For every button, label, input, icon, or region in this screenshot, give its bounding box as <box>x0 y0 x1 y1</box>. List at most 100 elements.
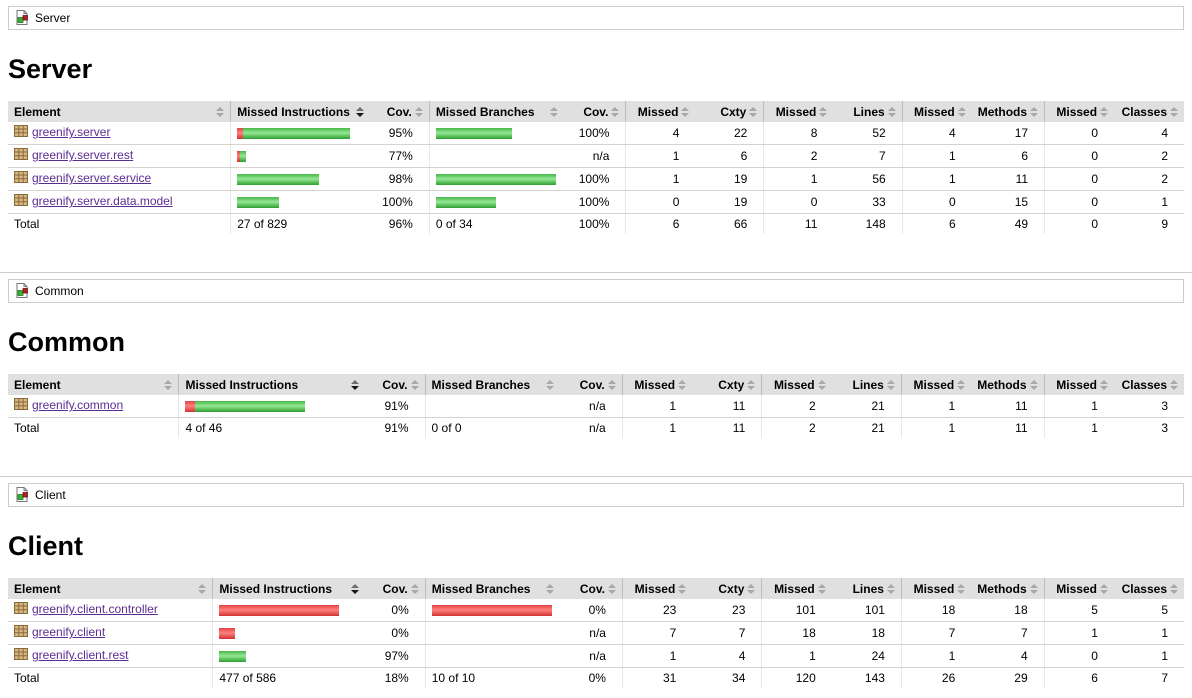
branch-coverage-value: n/a <box>560 621 623 645</box>
column-header-missed-methods[interactable]: Missed <box>900 578 972 599</box>
section-heading: Client <box>8 531 84 561</box>
missed-lines-value: 2 <box>761 395 832 418</box>
column-header-missed-methods[interactable]: Missed <box>901 101 972 122</box>
column-header-element[interactable]: Element <box>8 374 179 395</box>
missed-methods-value: 1 <box>901 144 972 168</box>
column-header-missed-branches[interactable]: Missed Branches <box>424 578 561 599</box>
total-missed-branches: 0 of 0 <box>424 417 561 438</box>
lines-value: 21 <box>831 395 902 418</box>
column-header-missed-methods[interactable]: Missed <box>900 374 972 395</box>
covered-instructions-bar <box>240 150 247 162</box>
cxty-value: 23 <box>692 599 762 622</box>
total-missed-branches: 10 of 10 <box>424 667 561 688</box>
column-header-lines[interactable]: Lines <box>831 374 902 395</box>
sort-icon <box>1029 583 1038 594</box>
sort-icon <box>1170 106 1178 117</box>
column-header-cxty[interactable]: Cxty <box>695 101 764 122</box>
column-header-missed-classes[interactable]: Missed <box>1043 374 1114 395</box>
column-header-missed-branches[interactable]: Missed Branches <box>428 101 565 122</box>
column-header-missed-classes[interactable]: Missed <box>1043 578 1114 599</box>
coverage-section-common: Common Common Element Missed Instruction… <box>0 272 1192 438</box>
column-header-missed-branches[interactable]: Missed Branches <box>424 374 561 395</box>
sort-icon-active <box>351 583 360 594</box>
methods-value: 11 <box>971 395 1045 418</box>
column-header-lines[interactable]: Lines <box>831 578 902 599</box>
package-icon <box>14 624 28 642</box>
instruction-coverage-value: 95% <box>369 122 430 145</box>
column-header-classes[interactable]: Classes <box>1114 101 1184 122</box>
total-missed-instructions: 4 of 46 <box>178 417 366 438</box>
package-link[interactable]: greenify.common <box>32 398 124 412</box>
instruction-coverage-bar <box>237 150 364 162</box>
instruction-coverage-bar <box>219 604 359 616</box>
sort-icon <box>546 583 555 594</box>
instruction-bar-cell <box>212 621 366 645</box>
column-header-missed-cxty[interactable]: Missed <box>621 578 693 599</box>
table-row: greenify.client.rest 97% n/a 1 4 1 24 1 … <box>8 644 1184 668</box>
section-divider <box>0 476 1192 477</box>
column-header-missed-lines[interactable]: Missed <box>761 374 832 395</box>
column-header-lines[interactable]: Lines <box>833 101 903 122</box>
missed-classes-value: 0 <box>1044 190 1115 214</box>
column-header-cxty[interactable]: Cxty <box>692 578 762 599</box>
instruction-coverage-bar <box>219 650 359 662</box>
missed-lines-value: 0 <box>763 190 834 214</box>
header-row: Element Missed Instructions Cov. Missed … <box>8 578 1184 599</box>
missed-methods-value: 0 <box>901 190 972 214</box>
sort-icon <box>1099 583 1108 594</box>
column-header-methods[interactable]: Methods <box>971 374 1045 395</box>
column-header-cxty[interactable]: Cxty <box>692 374 762 395</box>
column-header-instruction-coverage[interactable]: Cov. <box>369 101 430 122</box>
sort-icon <box>749 106 758 117</box>
element-cell: greenify.server <box>8 122 231 145</box>
report-group-icon <box>14 9 30 28</box>
cxty-value: 19 <box>695 167 764 191</box>
missed-methods-value: 1 <box>900 395 972 418</box>
sort-icon <box>957 379 966 390</box>
column-header-methods[interactable]: Methods <box>971 101 1045 122</box>
table-row: greenify.server.data.model 100% 100% 0 1… <box>8 190 1184 214</box>
column-header-instruction-coverage[interactable]: Cov. <box>365 374 426 395</box>
column-header-methods[interactable]: Methods <box>971 578 1045 599</box>
sort-icon <box>747 379 756 390</box>
branch-coverage-bar <box>432 628 555 639</box>
column-header-element[interactable]: Element <box>8 578 213 599</box>
sort-icon <box>1100 106 1109 117</box>
package-link[interactable]: greenify.server.data.model <box>32 194 173 208</box>
missed-classes-value: 5 <box>1043 599 1114 622</box>
column-header-instruction-coverage[interactable]: Cov. <box>365 578 426 599</box>
package-link[interactable]: greenify.server <box>32 125 111 139</box>
covered-instructions-bar <box>195 400 306 412</box>
column-header-branch-coverage[interactable]: Cov. <box>560 374 623 395</box>
element-cell: greenify.client <box>8 621 213 645</box>
column-header-classes[interactable]: Classes <box>1113 578 1184 599</box>
column-header-missed-lines[interactable]: Missed <box>761 578 832 599</box>
package-link[interactable]: greenify.server.service <box>32 171 152 185</box>
package-link[interactable]: greenify.client.controller <box>32 602 158 616</box>
column-header-classes[interactable]: Classes <box>1113 374 1184 395</box>
cxty-value: 11 <box>692 395 762 418</box>
total-cxty: 34 <box>732 671 746 685</box>
column-header-missed-lines[interactable]: Missed <box>763 101 834 122</box>
covered-instructions-bar <box>219 650 247 662</box>
column-header-missed-instructions[interactable]: Missed Instructions <box>230 101 370 122</box>
sort-icon <box>817 379 826 390</box>
covered-branches-bar <box>435 173 556 185</box>
missed-cxty-value: 7 <box>621 621 693 645</box>
column-header-missed-instructions[interactable]: Missed Instructions <box>212 578 366 599</box>
missed-lines-value: 8 <box>763 122 834 145</box>
column-header-missed-classes[interactable]: Missed <box>1044 101 1115 122</box>
column-header-element[interactable]: Element <box>8 101 231 122</box>
package-link[interactable]: greenify.client <box>32 625 106 639</box>
covered-branches-bar <box>435 196 496 208</box>
table-row: greenify.client 0% n/a 7 7 18 18 7 7 1 1 <box>8 621 1184 645</box>
column-header-missed-cxty[interactable]: Missed <box>625 101 696 122</box>
column-header-branch-coverage[interactable]: Cov. <box>560 578 623 599</box>
package-link[interactable]: greenify.server.rest <box>32 148 134 162</box>
column-header-branch-coverage[interactable]: Cov. <box>564 101 626 122</box>
package-link[interactable]: greenify.client.rest <box>32 648 129 662</box>
total-missed-instructions: 27 of 829 <box>230 213 370 234</box>
table-row: greenify.client.controller 0% 0% 23 23 1… <box>8 599 1184 622</box>
column-header-missed-cxty[interactable]: Missed <box>621 374 693 395</box>
column-header-missed-instructions[interactable]: Missed Instructions <box>178 374 366 395</box>
